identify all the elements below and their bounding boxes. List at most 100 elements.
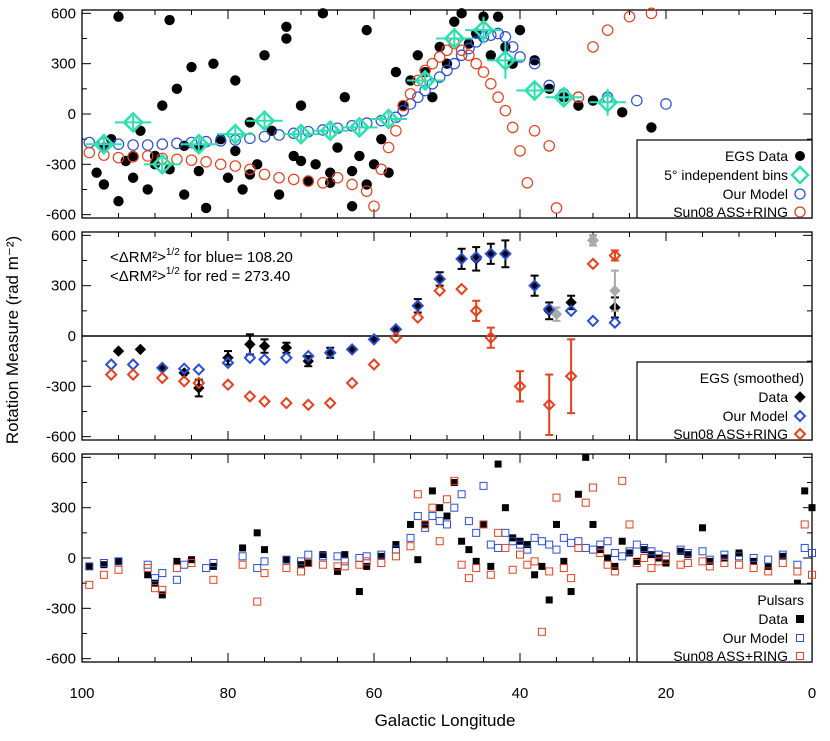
sun08-diamond <box>469 304 483 318</box>
pulsar-data-point <box>465 546 473 554</box>
sun08-square <box>406 542 415 551</box>
egs-data-point <box>587 95 599 106</box>
sun08-point <box>426 57 439 70</box>
egs-data-point <box>237 184 248 195</box>
legend-box <box>636 139 813 219</box>
sun08-point <box>623 10 636 23</box>
sun08-square <box>632 559 641 568</box>
model-diamond <box>279 351 293 365</box>
model-point <box>455 49 468 62</box>
sun08-square <box>749 564 758 573</box>
model-point <box>258 130 271 143</box>
y-tick-label: 0 <box>68 550 76 567</box>
model-point <box>273 129 285 141</box>
model-square <box>537 537 546 546</box>
sun08-square <box>486 570 495 579</box>
rms-annotation-line: <ΔRM²>1/2 for blue= 108.20 <box>110 247 293 266</box>
sun08-point <box>185 154 198 166</box>
model-point <box>83 136 96 149</box>
data-diamond <box>543 305 555 317</box>
sun08-diamond <box>177 374 191 388</box>
egs-data-point <box>514 24 526 36</box>
egs-data-point <box>492 11 504 22</box>
pulsar-data-point <box>764 562 772 570</box>
pulsar-data-point <box>450 479 458 487</box>
model-point <box>185 136 198 149</box>
sun08-square <box>479 520 488 529</box>
legend-marker <box>793 409 807 423</box>
egs-data-point <box>222 172 234 183</box>
model-square <box>282 555 291 564</box>
model-square <box>574 537 583 546</box>
model-square <box>180 560 189 569</box>
model-square <box>501 528 510 537</box>
egs-data-point <box>288 150 299 162</box>
pulsar-data-point <box>304 559 312 567</box>
model-diamond <box>484 247 498 261</box>
sun08-point <box>360 185 373 197</box>
sun08-point <box>441 44 453 57</box>
legend-label: 5° independent bins <box>664 167 788 183</box>
model-diamond <box>192 363 206 376</box>
egs-data-point <box>98 179 110 190</box>
bin-marker <box>414 69 436 92</box>
legend-marker <box>793 427 807 441</box>
bin-marker <box>553 86 575 108</box>
sun08-square <box>808 570 816 579</box>
sun08-square <box>457 560 466 569</box>
pulsar-data-point <box>436 504 444 512</box>
egs-data-point <box>573 100 584 111</box>
model-square <box>472 528 481 537</box>
sun08-point <box>601 24 614 36</box>
x-tick-label: 0 <box>808 685 816 702</box>
model-square <box>749 554 758 562</box>
egs-data-point <box>310 159 321 170</box>
bin-marker <box>377 108 400 130</box>
model-diamond <box>498 247 512 261</box>
model-square <box>151 574 159 583</box>
data-diamond <box>156 362 169 374</box>
sun08-point <box>317 176 329 189</box>
sun08-square <box>172 564 181 573</box>
model-square <box>610 548 619 557</box>
pulsar-data-point <box>282 556 290 564</box>
x-tick-label: 100 <box>69 685 94 702</box>
sun08-square <box>567 574 576 583</box>
bin-marker <box>93 133 115 155</box>
y-tick-label: 300 <box>51 56 76 73</box>
sun08-square <box>574 543 583 552</box>
sun08-point <box>433 51 446 63</box>
model-square <box>552 545 561 554</box>
pulsar-data-point <box>151 579 159 587</box>
model-point <box>514 51 526 63</box>
model-square <box>778 550 787 559</box>
sun08-diamond <box>367 358 381 371</box>
sun08-square <box>143 564 152 573</box>
data-diamond <box>485 248 497 260</box>
data-diamond <box>258 340 271 352</box>
sun08-square <box>413 490 422 499</box>
model-square <box>720 550 729 559</box>
model-point <box>244 132 256 145</box>
model-square <box>253 564 262 573</box>
model-point <box>214 135 227 147</box>
pulsar-data-point <box>355 588 363 596</box>
sun08-diamond <box>608 249 622 262</box>
model-point <box>141 139 154 151</box>
panel-pulsars: 600 300 0 -300 -600 Pulsars Data Our Model Sun08… <box>46 449 816 668</box>
egs-data-point <box>113 196 124 207</box>
pulsar-data-point <box>699 524 706 532</box>
bin-marker <box>319 120 341 142</box>
sun08-square <box>428 503 437 512</box>
egs-data-point <box>127 172 139 183</box>
pulsar-data-point <box>443 512 451 520</box>
bin-marker <box>494 49 517 72</box>
legend-label: Data <box>758 389 788 405</box>
sun08-diamond <box>564 369 578 383</box>
legend-box <box>636 583 813 663</box>
sun08-point <box>258 168 271 181</box>
egs-data-point <box>368 159 380 170</box>
sun08-square <box>610 567 619 576</box>
legend-label: Our Model <box>723 408 788 424</box>
bin-marker <box>596 91 619 114</box>
